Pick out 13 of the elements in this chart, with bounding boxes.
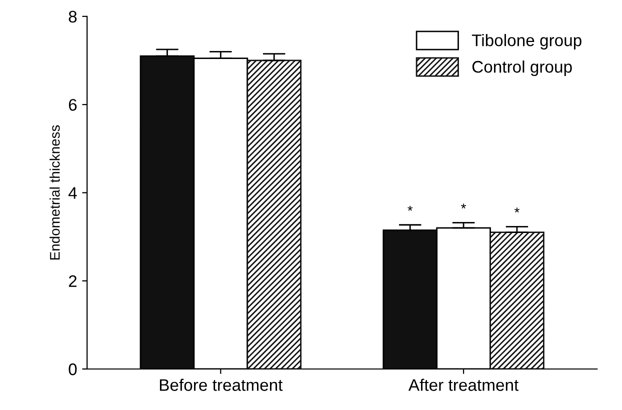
y-tick-label: 8 bbox=[68, 10, 77, 23]
annotation: * bbox=[461, 204, 466, 208]
annotation: * bbox=[408, 206, 413, 211]
y-tick-label: 4 bbox=[68, 187, 77, 199]
legend-label: Control group bbox=[472, 60, 572, 76]
y-axis-title: Endometrial thickness bbox=[50, 125, 60, 260]
x-tick-label: Before treatment bbox=[160, 378, 283, 391]
y-tick-label: 0 bbox=[68, 363, 77, 376]
x-tick-label: After treatment bbox=[408, 378, 519, 391]
y-tick-label: 2 bbox=[68, 275, 77, 287]
y-tick-label: 6 bbox=[68, 98, 77, 111]
legend-label: Tibolone group bbox=[472, 34, 582, 50]
annotation: * bbox=[514, 208, 520, 212]
